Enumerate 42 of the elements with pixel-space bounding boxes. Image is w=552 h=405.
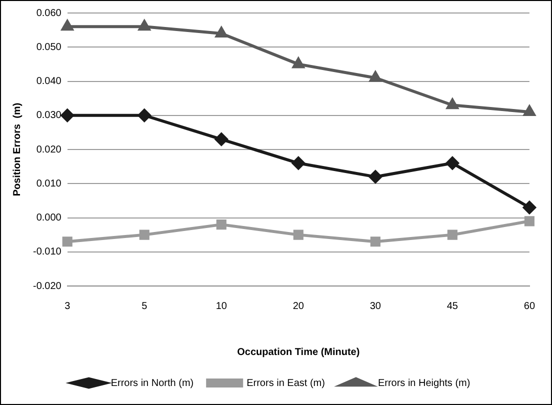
point [60, 108, 74, 122]
point [524, 216, 534, 226]
point [216, 26, 228, 38]
point [524, 105, 536, 116]
y-tick-label: 0.020 [36, 144, 62, 156]
y-tick-label: 0.040 [36, 76, 62, 87]
y-tick-label: 0.050 [36, 42, 62, 53]
x-tick-label: 45 [446, 300, 458, 312]
point [522, 201, 536, 214]
point [293, 230, 304, 240]
point [62, 20, 74, 31]
point [370, 71, 382, 82]
y-tick-label: 0.010 [36, 178, 62, 190]
point [292, 156, 305, 170]
y-tick-label: 0.030 [36, 110, 62, 122]
point [292, 58, 304, 68]
point [368, 170, 382, 184]
point [62, 236, 72, 247]
point [447, 230, 458, 240]
x-tick-label: 30 [370, 300, 382, 312]
point [446, 156, 459, 170]
x-tick-label: 5 [142, 300, 148, 312]
legend-label: Errors in East (m) [246, 378, 325, 389]
x-tick-label: 60 [524, 300, 536, 312]
point [138, 108, 151, 122]
legend-label: Errors in North (m) [110, 378, 194, 389]
legend-label: Errors in Heights (m) [378, 378, 470, 389]
y-tick-label: 0.060 [36, 8, 62, 19]
point [370, 236, 380, 247]
y-axis-title: Position Errors (m) [12, 102, 23, 196]
y-tick-label: -0.010 [32, 246, 62, 258]
point [138, 20, 150, 31]
x-axis-title: Occupation Time (Minute) [237, 346, 360, 358]
point [139, 230, 150, 240]
x-tick-label: 20 [292, 300, 304, 312]
point [446, 98, 458, 110]
y-tick-label: -0.020 [32, 280, 62, 292]
x-tick-label: 3 [64, 300, 71, 312]
y-tick-label: 0.000 [36, 212, 62, 224]
point [216, 220, 226, 230]
x-tick-label: 10 [216, 300, 228, 312]
point [214, 132, 228, 146]
